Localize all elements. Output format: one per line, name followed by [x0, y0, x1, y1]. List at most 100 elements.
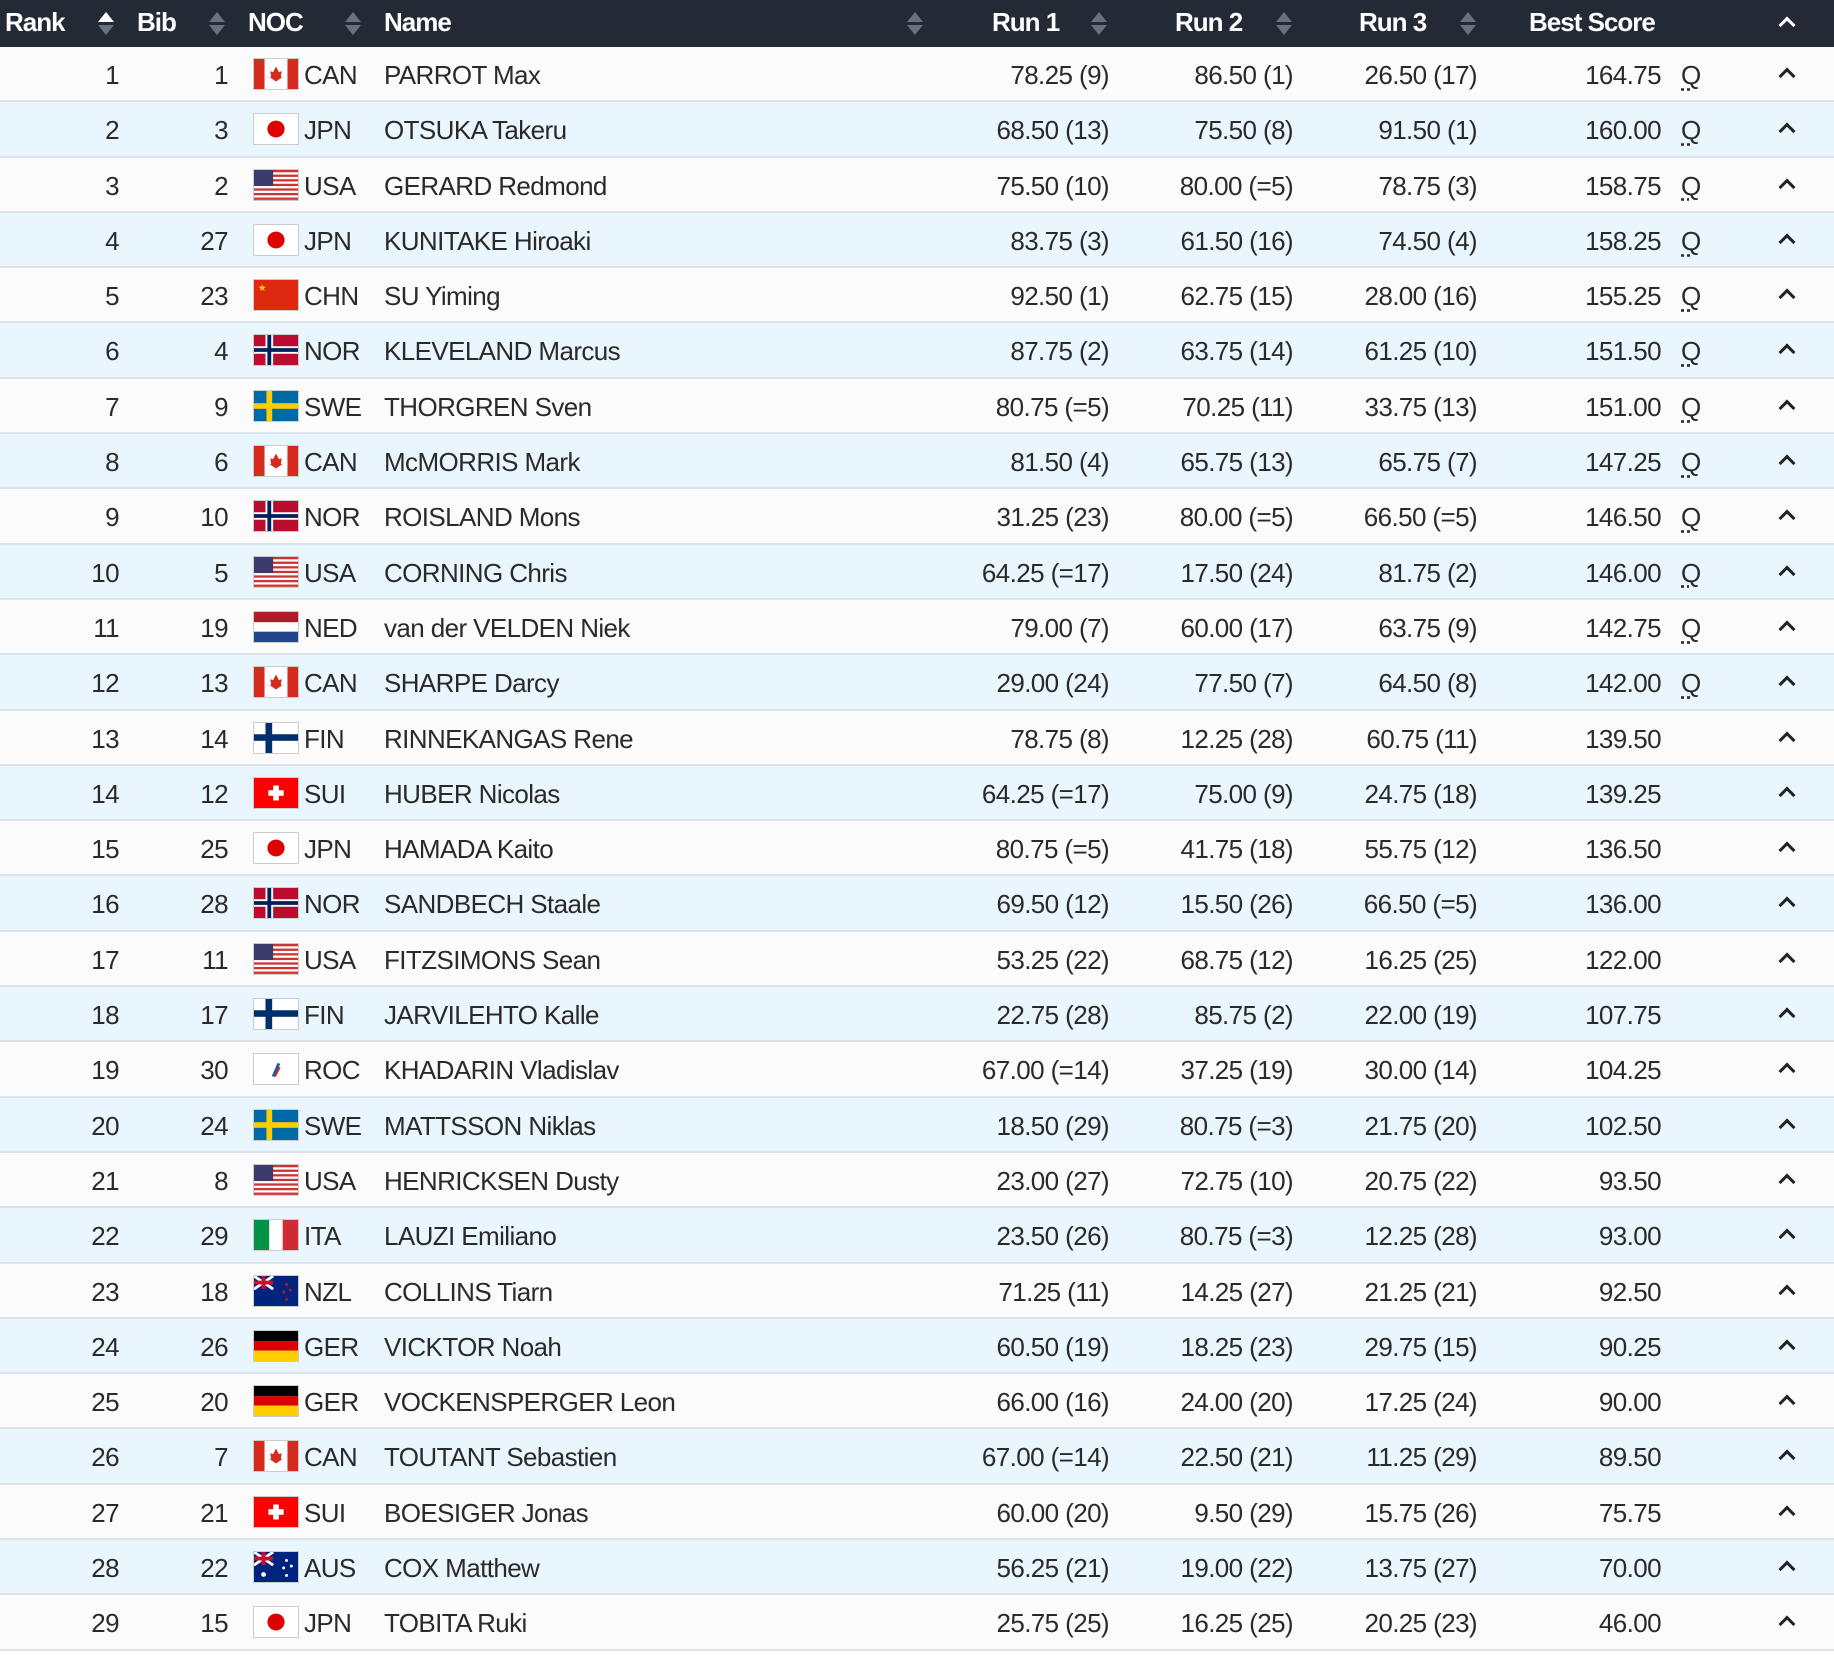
- athlete-name[interactable]: THORGREN Sven: [384, 391, 592, 422]
- sort-run1-icon[interactable]: [1091, 12, 1107, 38]
- expand-chevron-icon[interactable]: [1779, 1060, 1793, 1074]
- table-row[interactable]: 22 29 ITA LAUZI Emiliano 23.50 (26) 80.7…: [0, 1208, 1834, 1264]
- expand-chevron-icon[interactable]: [1779, 1558, 1793, 1572]
- table-row[interactable]: 6 4 NOR KLEVELAND Marcus 87.75 (2) 63.75…: [0, 323, 1834, 379]
- table-row[interactable]: 12 13 CAN SHARPE Darcy 29.00 (24) 77.50 …: [0, 655, 1834, 711]
- qualified-badge[interactable]: Q: [1681, 447, 1701, 478]
- expand-chevron-icon[interactable]: [1779, 1392, 1793, 1406]
- table-row[interactable]: 3 2 USA GERARD Redmond 75.50 (10) 80.00 …: [0, 157, 1834, 213]
- athlete-name[interactable]: van der VELDEN Niek: [384, 612, 630, 643]
- athlete-name[interactable]: COX Matthew: [384, 1553, 540, 1584]
- table-row[interactable]: 26 7 CAN TOUTANT Sebastien 67.00 (=14) 2…: [0, 1429, 1834, 1485]
- athlete-name[interactable]: COLLINS Tiarn: [384, 1276, 553, 1307]
- athlete-name[interactable]: SU Yiming: [384, 281, 501, 312]
- table-row[interactable]: 24 26 GER VICKTOR Noah 60.50 (19) 18.25 …: [0, 1318, 1834, 1375]
- table-row[interactable]: 28 22 AUS COX Matthew 56.25 (21) 19.00 (…: [0, 1540, 1834, 1596]
- expand-chevron-icon[interactable]: [1779, 231, 1793, 245]
- header-name[interactable]: Name: [384, 7, 452, 37]
- expand-chevron-icon[interactable]: [1779, 729, 1793, 743]
- table-row[interactable]: 17 11 USA FITZSIMONS Sean 53.25 (22) 68.…: [0, 931, 1834, 988]
- header-rank[interactable]: Rank: [5, 7, 66, 37]
- expand-chevron-icon[interactable]: [1779, 1337, 1793, 1351]
- table-row[interactable]: 14 12 SUI HUBER Nicolas 64.25 (=17) 75.0…: [0, 765, 1834, 822]
- expand-chevron-icon[interactable]: [1779, 286, 1793, 300]
- athlete-name[interactable]: KUNITAKE Hiroaki: [384, 225, 591, 256]
- athlete-name[interactable]: MATTSSON Niklas: [384, 1110, 596, 1141]
- table-row[interactable]: 8 6 CAN McMORRIS Mark 81.50 (4) 65.75 (1…: [0, 434, 1834, 490]
- athlete-name[interactable]: HAMADA Kaito: [384, 834, 554, 865]
- expand-chevron-icon[interactable]: [1779, 1447, 1793, 1461]
- expand-chevron-icon[interactable]: [1779, 618, 1793, 632]
- table-row[interactable]: 7 9 SWE THORGREN Sven 80.75 (=5) 70.25 (…: [0, 378, 1834, 435]
- table-row[interactable]: 25 20 GER VOCKENSPERGER Leon 66.00 (16) …: [0, 1374, 1834, 1430]
- expand-chevron-icon[interactable]: [1779, 1613, 1793, 1627]
- athlete-name[interactable]: GERARD Redmond: [384, 170, 607, 201]
- qualified-badge[interactable]: Q: [1681, 668, 1701, 699]
- sort-name-icon[interactable]: [907, 12, 923, 38]
- expand-chevron-icon[interactable]: [1779, 950, 1793, 964]
- qualified-badge[interactable]: Q: [1681, 225, 1701, 256]
- collapse-all-chevron-icon[interactable]: [1779, 14, 1793, 28]
- expand-chevron-icon[interactable]: [1779, 65, 1793, 79]
- athlete-name[interactable]: PARROT Max: [384, 60, 541, 90]
- table-row[interactable]: 10 5 USA CORNING Chris 64.25 (=17) 17.50…: [0, 544, 1834, 600]
- header-best-score[interactable]: Best Score: [1529, 7, 1656, 37]
- header-run2[interactable]: Run 2: [1175, 7, 1243, 37]
- table-row[interactable]: 19 30 ROC KHADARIN Vladislav 67.00 (=14)…: [0, 1042, 1834, 1098]
- expand-chevron-icon[interactable]: [1779, 894, 1793, 908]
- header-run3[interactable]: Run 3: [1359, 7, 1427, 37]
- expand-chevron-icon[interactable]: [1779, 839, 1793, 853]
- expand-chevron-icon[interactable]: [1779, 1005, 1793, 1019]
- athlete-name[interactable]: LAUZI Emiliano: [384, 1221, 557, 1252]
- expand-chevron-icon[interactable]: [1779, 1226, 1793, 1240]
- qualified-badge[interactable]: Q: [1681, 170, 1701, 201]
- sort-run3-icon[interactable]: [1460, 12, 1476, 38]
- expand-chevron-icon[interactable]: [1779, 1116, 1793, 1130]
- sort-run2-icon[interactable]: [1276, 12, 1292, 38]
- expand-chevron-icon[interactable]: [1779, 1282, 1793, 1296]
- athlete-name[interactable]: RINNEKANGAS Rene: [384, 723, 634, 754]
- qualified-badge[interactable]: Q: [1681, 281, 1701, 312]
- header-bib[interactable]: Bib: [137, 7, 177, 37]
- athlete-name[interactable]: VOCKENSPERGER Leon: [384, 1387, 676, 1418]
- qualified-badge[interactable]: Q: [1681, 502, 1701, 533]
- header-noc[interactable]: NOC: [248, 7, 304, 37]
- athlete-name[interactable]: BOESIGER Jonas: [384, 1497, 589, 1528]
- sort-bib-icon[interactable]: [209, 12, 225, 38]
- expand-chevron-icon[interactable]: [1779, 176, 1793, 190]
- athlete-name[interactable]: KLEVELAND Marcus: [384, 336, 621, 367]
- expand-chevron-icon[interactable]: [1779, 120, 1793, 134]
- qualified-badge[interactable]: Q: [1681, 60, 1701, 90]
- table-row[interactable]: 18 17 FIN JARVILEHTO Kalle 22.75 (28) 85…: [0, 987, 1834, 1043]
- table-row[interactable]: 29 15 JPN TOBITA Ruki 25.75 (25) 16.25 (…: [0, 1595, 1834, 1651]
- athlete-name[interactable]: SHARPE Darcy: [384, 668, 559, 699]
- qualified-badge[interactable]: Q: [1681, 612, 1701, 643]
- sort-rank-icon[interactable]: [98, 12, 114, 38]
- expand-chevron-icon[interactable]: [1779, 507, 1793, 521]
- sort-noc-icon[interactable]: [345, 12, 361, 38]
- table-row[interactable]: 2 3 JPN OTSUKA Takeru 68.50 (13) 75.50 (…: [0, 102, 1834, 158]
- table-row[interactable]: 21 8 USA HENRICKSEN Dusty 23.00 (27) 72.…: [0, 1152, 1834, 1209]
- athlete-name[interactable]: TOBITA Ruki: [384, 1608, 527, 1639]
- expand-chevron-icon[interactable]: [1779, 452, 1793, 466]
- qualified-badge[interactable]: Q: [1681, 115, 1701, 146]
- expand-chevron-icon[interactable]: [1779, 341, 1793, 355]
- expand-chevron-icon[interactable]: [1779, 1503, 1793, 1517]
- athlete-name[interactable]: McMORRIS Mark: [384, 447, 580, 478]
- table-row[interactable]: 23 18 NZL COLLINS Tiarn 71.25 (11) 14.25…: [0, 1263, 1834, 1319]
- expand-chevron-icon[interactable]: [1779, 1171, 1793, 1185]
- table-row[interactable]: 27 21 SUI BOESIGER Jonas 60.00 (20) 9.50…: [0, 1484, 1834, 1541]
- athlete-name[interactable]: FITZSIMONS Sean: [384, 944, 601, 975]
- qualified-badge[interactable]: Q: [1681, 336, 1701, 367]
- table-row[interactable]: 20 24 SWE MATTSSON Niklas 18.50 (29) 80.…: [0, 1097, 1834, 1153]
- table-row[interactable]: 11 19 NED van der VELDEN Niek 79.00 (7) …: [0, 599, 1834, 656]
- athlete-name[interactable]: KHADARIN Vladislav: [384, 1055, 619, 1086]
- table-row[interactable]: 5 23 ★ CHN SU Yiming 92.50 (1) 62.75 (15…: [0, 268, 1834, 324]
- athlete-name[interactable]: OTSUKA Takeru: [384, 115, 567, 146]
- athlete-name[interactable]: HENRICKSEN Dusty: [384, 1165, 619, 1196]
- expand-chevron-icon[interactable]: [1779, 563, 1793, 577]
- expand-chevron-icon[interactable]: [1779, 397, 1793, 411]
- expand-chevron-icon[interactable]: [1779, 784, 1793, 798]
- athlete-name[interactable]: VICKTOR Noah: [384, 1331, 562, 1362]
- qualified-badge[interactable]: Q: [1681, 391, 1701, 422]
